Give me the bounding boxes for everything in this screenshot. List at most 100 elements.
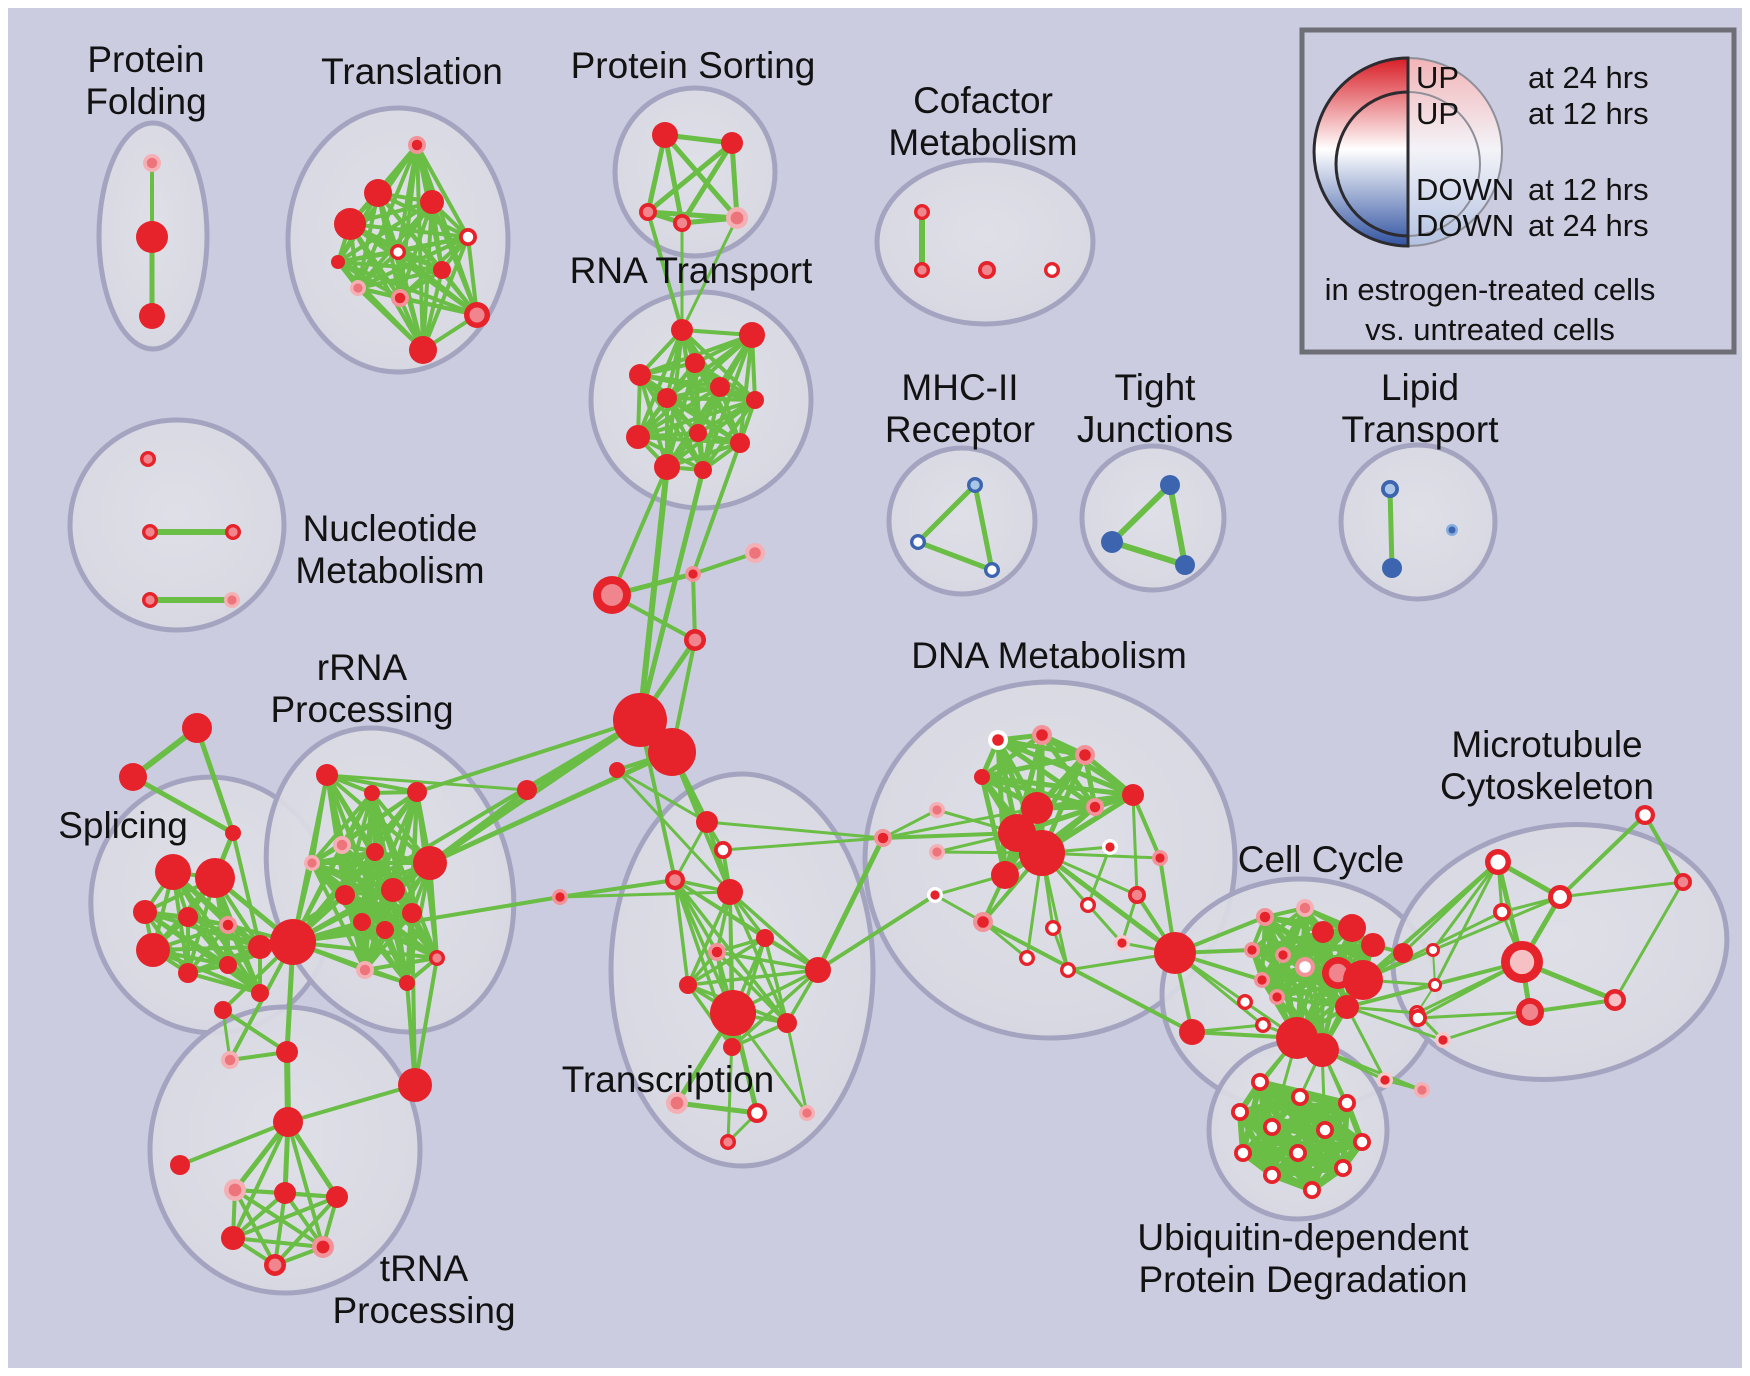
node[interactable] bbox=[376, 921, 394, 939]
node[interactable] bbox=[408, 136, 426, 154]
node[interactable] bbox=[666, 1092, 688, 1114]
node[interactable] bbox=[119, 763, 147, 791]
node[interactable] bbox=[593, 576, 631, 614]
node[interactable] bbox=[1296, 899, 1314, 917]
node[interactable] bbox=[1674, 873, 1692, 891]
node[interactable] bbox=[433, 261, 451, 279]
node[interactable] bbox=[720, 1134, 736, 1150]
node[interactable] bbox=[714, 841, 732, 859]
node[interactable] bbox=[356, 961, 374, 979]
node[interactable] bbox=[1485, 849, 1511, 875]
node[interactable] bbox=[390, 244, 406, 260]
node[interactable] bbox=[745, 543, 765, 563]
node[interactable] bbox=[178, 907, 198, 927]
node[interactable] bbox=[1254, 972, 1270, 988]
node[interactable] bbox=[133, 900, 157, 924]
node[interactable] bbox=[1414, 1082, 1430, 1098]
node[interactable] bbox=[178, 963, 198, 983]
node[interactable] bbox=[274, 1182, 296, 1204]
node[interactable] bbox=[1635, 805, 1655, 825]
node[interactable] bbox=[910, 534, 926, 550]
node[interactable] bbox=[1353, 1133, 1371, 1151]
node[interactable] bbox=[665, 870, 685, 890]
node[interactable] bbox=[155, 854, 191, 890]
node[interactable] bbox=[984, 562, 1000, 578]
node[interactable] bbox=[874, 829, 892, 847]
node[interactable] bbox=[1289, 1144, 1307, 1162]
node[interactable] bbox=[1114, 935, 1130, 951]
node[interactable] bbox=[1338, 1094, 1356, 1112]
node[interactable] bbox=[626, 425, 650, 449]
node[interactable] bbox=[1428, 978, 1442, 992]
node[interactable] bbox=[1231, 1103, 1249, 1121]
node[interactable] bbox=[1548, 885, 1572, 909]
node[interactable] bbox=[685, 353, 705, 373]
node[interactable] bbox=[251, 984, 269, 1002]
node[interactable] bbox=[1435, 1032, 1451, 1048]
node[interactable] bbox=[464, 302, 490, 328]
node[interactable] bbox=[1255, 1017, 1271, 1033]
node[interactable] bbox=[402, 903, 422, 923]
node[interactable] bbox=[182, 713, 212, 743]
node[interactable] bbox=[413, 846, 447, 880]
node[interactable] bbox=[1175, 555, 1195, 575]
node[interactable] bbox=[708, 943, 726, 961]
node[interactable] bbox=[1080, 897, 1096, 913]
node[interactable] bbox=[973, 912, 993, 932]
node[interactable] bbox=[409, 336, 437, 364]
node[interactable] bbox=[927, 887, 943, 903]
node[interactable] bbox=[1343, 960, 1383, 1000]
node[interactable] bbox=[1263, 1118, 1281, 1136]
node[interactable] bbox=[1160, 475, 1180, 495]
node[interactable] bbox=[756, 929, 774, 947]
node[interactable] bbox=[967, 477, 983, 493]
node[interactable] bbox=[1021, 792, 1053, 824]
node[interactable] bbox=[1263, 1166, 1281, 1184]
node[interactable] bbox=[142, 524, 158, 540]
node[interactable] bbox=[991, 861, 1019, 889]
node[interactable] bbox=[381, 878, 405, 902]
node[interactable] bbox=[221, 1226, 245, 1250]
node[interactable] bbox=[270, 919, 316, 965]
node[interactable] bbox=[276, 1041, 298, 1063]
node[interactable] bbox=[1305, 1033, 1339, 1067]
node[interactable] bbox=[1446, 524, 1458, 536]
node[interactable] bbox=[143, 154, 161, 172]
node[interactable] bbox=[407, 782, 427, 802]
node[interactable] bbox=[717, 879, 743, 905]
node[interactable] bbox=[1128, 886, 1146, 904]
node[interactable] bbox=[652, 122, 678, 148]
node[interactable] bbox=[1102, 839, 1118, 855]
node[interactable] bbox=[746, 391, 764, 409]
node[interactable] bbox=[420, 190, 444, 214]
node[interactable] bbox=[974, 769, 990, 785]
node[interactable] bbox=[1154, 932, 1196, 974]
node[interactable] bbox=[1334, 1159, 1352, 1177]
node[interactable] bbox=[398, 1068, 432, 1102]
node[interactable] bbox=[721, 132, 743, 154]
node[interactable] bbox=[1075, 745, 1095, 765]
node[interactable] bbox=[1303, 1181, 1321, 1199]
node[interactable] bbox=[399, 975, 415, 991]
node[interactable] bbox=[1501, 941, 1543, 983]
node[interactable] bbox=[654, 454, 680, 480]
node[interactable] bbox=[1295, 957, 1315, 977]
node[interactable] bbox=[429, 950, 445, 966]
node[interactable] bbox=[1237, 994, 1253, 1010]
node[interactable] bbox=[710, 377, 730, 397]
node[interactable] bbox=[1044, 262, 1060, 278]
node[interactable] bbox=[248, 935, 272, 959]
node[interactable] bbox=[613, 693, 667, 747]
node[interactable] bbox=[1152, 850, 1168, 866]
node[interactable] bbox=[609, 762, 625, 778]
node[interactable] bbox=[304, 855, 320, 871]
node[interactable] bbox=[225, 524, 241, 540]
node[interactable] bbox=[136, 221, 168, 253]
node[interactable] bbox=[221, 1051, 239, 1069]
node[interactable] bbox=[1060, 962, 1076, 978]
node[interactable] bbox=[1316, 1121, 1334, 1139]
node[interactable] bbox=[978, 261, 996, 279]
node[interactable] bbox=[139, 303, 165, 329]
node[interactable] bbox=[988, 730, 1008, 750]
node[interactable] bbox=[1122, 784, 1144, 806]
